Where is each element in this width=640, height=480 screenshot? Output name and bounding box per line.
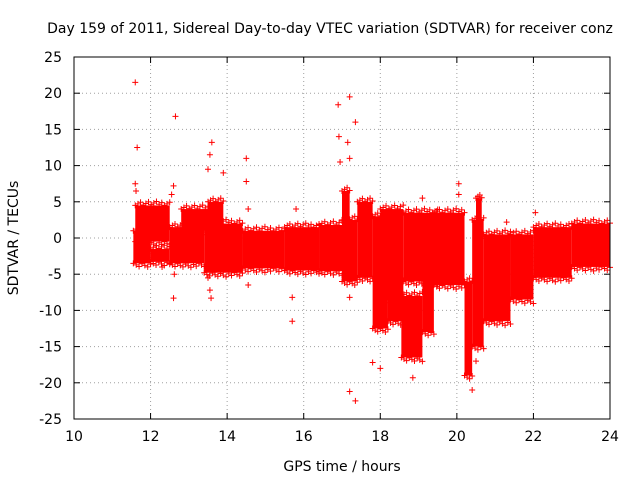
x-tick-label: 12: [142, 429, 160, 445]
y-tick-label: 0: [53, 231, 62, 247]
scatter-point: [205, 166, 211, 173]
scatter-point: [346, 294, 353, 301]
scatter-point: [344, 139, 351, 146]
scatter-point: [346, 155, 353, 162]
scatter-point: [419, 195, 426, 202]
scatter-point: [132, 79, 139, 86]
scatter-point: [455, 191, 462, 198]
scatter-point: [346, 93, 353, 100]
scatter-point: [335, 133, 342, 140]
x-tick-label: 10: [65, 429, 83, 445]
y-tick-label: -10: [39, 303, 62, 319]
scatter-band: [284, 227, 320, 271]
x-tick-label: 20: [448, 429, 466, 445]
scatter-point: [455, 180, 462, 187]
x-axis-label: GPS time / hours: [283, 459, 400, 475]
scatter-band: [387, 281, 404, 322]
scatter-point: [205, 274, 211, 281]
scatter-point: [168, 191, 175, 198]
scatter-point: [369, 359, 376, 366]
scatter-point: [245, 282, 252, 289]
scatter-band: [342, 190, 350, 238]
scatter-point: [245, 206, 252, 213]
scatter-point: [243, 155, 250, 162]
scatter-point: [352, 119, 359, 126]
x-tick-label: 22: [525, 429, 543, 445]
scatter-point: [469, 387, 476, 394]
scatter-band: [510, 234, 534, 300]
scatter-band: [401, 295, 423, 358]
scatter-band: [433, 212, 465, 286]
scatter-band: [464, 281, 473, 376]
scatter-point: [208, 139, 215, 146]
y-tick-labels: -25 -20 -15 -10 -5 0 5 10 15 20 25: [39, 50, 62, 428]
scatter-band: [357, 201, 373, 278]
chart-title: Day 159 of 2011, Sidereal Day-to-day VTE…: [47, 21, 613, 37]
scatter-band: [403, 212, 438, 282]
scatter-point: [352, 397, 359, 404]
scatter-point: [409, 374, 416, 381]
y-tick-label: -20: [39, 376, 62, 392]
scatter-point: [170, 295, 177, 302]
scatter-band: [135, 205, 170, 242]
scatter-point: [503, 219, 510, 226]
scatter-point: [289, 294, 296, 301]
scatter-point: [134, 144, 141, 151]
x-tick-label: 16: [295, 429, 313, 445]
scatter-point: [377, 365, 384, 372]
scatter-point: [337, 158, 344, 165]
scatter-point: [220, 169, 227, 176]
scatter-point: [132, 180, 139, 187]
y-tick-label: 10: [44, 159, 62, 175]
scatter-band: [242, 230, 285, 269]
scatter-point: [159, 263, 166, 270]
x-tick-label: 14: [218, 429, 236, 445]
x-tick-labels: 10 12 14 16 18 20 22 24: [65, 429, 619, 445]
y-tick-label: -25: [39, 412, 62, 428]
scatter-band: [319, 224, 342, 272]
y-tick-label: -15: [39, 340, 62, 356]
scatter-point: [243, 178, 250, 185]
scatter-point: [208, 295, 215, 302]
scatter-band: [483, 234, 511, 322]
y-tick-label: -5: [48, 267, 62, 283]
y-tick-label: 25: [44, 50, 62, 66]
y-tick-label: 5: [53, 195, 62, 211]
scatter-point: [206, 287, 213, 294]
scatter-band: [571, 223, 610, 267]
scatter-series-sdtvar: [130, 184, 613, 382]
scatter-point: [170, 182, 177, 189]
scatter-point: [335, 101, 342, 108]
y-tick-label: 15: [44, 122, 62, 138]
scatter-point: [133, 187, 140, 194]
scatter-point: [532, 209, 539, 216]
scatter-band-edges: [130, 184, 613, 382]
plot-area: [130, 79, 613, 404]
scatter-band: [150, 248, 170, 262]
scatter-point: [346, 388, 353, 395]
scatter-point: [293, 206, 300, 213]
scatter-point: [171, 271, 178, 278]
scatter-band: [472, 219, 484, 347]
scatter-band: [380, 209, 404, 300]
scatter-band: [476, 198, 482, 238]
scatter-point: [473, 358, 479, 365]
x-tick-label: 24: [601, 429, 619, 445]
scatter-band: [533, 227, 572, 278]
scatter-outliers: [132, 79, 587, 404]
scatter-point: [455, 211, 462, 218]
y-axis-label: SDTVAR / TECUs: [6, 181, 22, 296]
scatter-point: [206, 151, 213, 158]
x-tick-label: 18: [371, 429, 389, 445]
y-tick-label: 20: [44, 86, 62, 102]
scatter-band: [422, 277, 434, 333]
scatter-point: [580, 224, 587, 231]
scatter-point: [172, 113, 179, 120]
scatter-point: [289, 318, 296, 325]
plot-frame: [73, 56, 611, 420]
